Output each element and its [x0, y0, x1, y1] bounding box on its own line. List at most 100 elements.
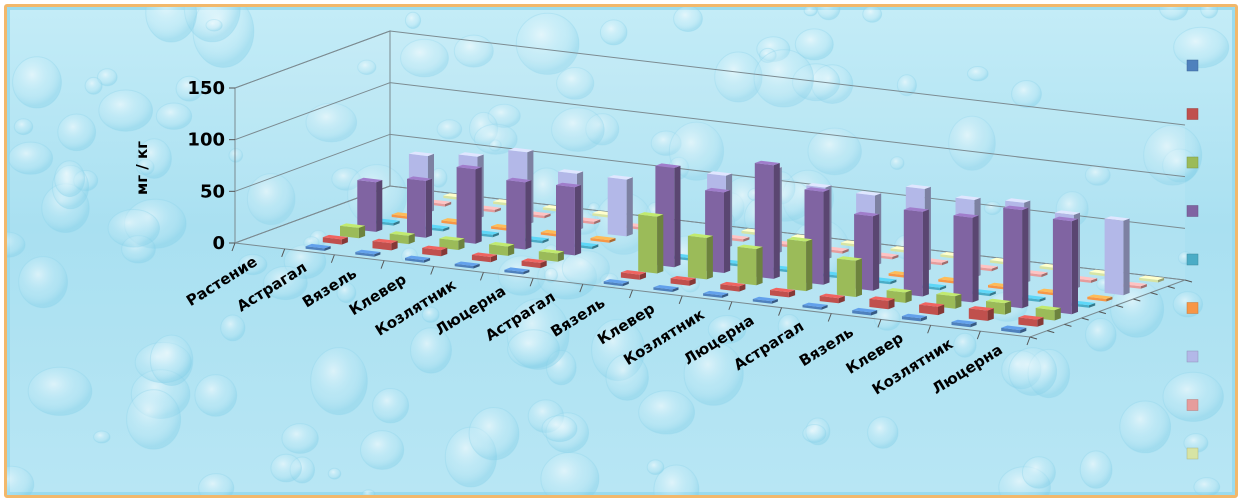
bar-top [405, 255, 431, 261]
water-drop [263, 265, 308, 301]
water-drop [281, 423, 319, 454]
bar-side [494, 207, 501, 213]
bar-top [638, 212, 664, 217]
bar-side [955, 294, 962, 309]
bar-side [425, 178, 432, 238]
bar-top [953, 213, 979, 218]
depth-tick-mark [1133, 298, 1141, 302]
water-drop [155, 102, 193, 130]
bar-top [489, 242, 515, 247]
water-drop [57, 113, 97, 152]
water-drop [862, 7, 883, 23]
water-drop [13, 118, 34, 136]
bar [372, 238, 398, 251]
bar [1139, 275, 1165, 283]
bar-top [439, 236, 465, 241]
depth-tick-mark [1184, 279, 1193, 283]
bar-side [523, 269, 530, 275]
water-drop [18, 256, 68, 309]
bar-side [540, 260, 547, 269]
water-drop [1173, 26, 1230, 69]
legend [1186, 59, 1199, 460]
bar-front [1018, 317, 1038, 327]
bar-side [1071, 218, 1078, 315]
water-drop [270, 453, 303, 483]
bar-front [489, 244, 508, 256]
water-drop [646, 459, 665, 476]
water-drop [194, 374, 238, 417]
bar-front [869, 298, 889, 310]
bar-top [407, 176, 432, 181]
bars-layer [305, 147, 1165, 334]
water-drop [93, 430, 111, 444]
bar-top [752, 296, 778, 302]
bar-side [341, 237, 348, 245]
bar-top [886, 288, 912, 293]
water-drop [816, 7, 841, 21]
bar [456, 164, 482, 244]
bar-front [752, 299, 772, 304]
x-tick-mark [976, 330, 981, 340]
bar [687, 233, 713, 280]
bar-top [1001, 325, 1027, 331]
legend-swatch [1186, 253, 1199, 266]
bar-front [1003, 207, 1023, 309]
depth-tick-mark [1098, 311, 1107, 315]
bar-top [504, 267, 530, 272]
water-drop [228, 148, 244, 163]
depth-tick-mark [1115, 304, 1124, 308]
water-drop [1193, 477, 1221, 495]
bar-side [873, 214, 880, 291]
water-drop [372, 388, 410, 424]
bar-front [322, 237, 342, 245]
bar-front [703, 293, 722, 298]
bar-top [802, 302, 828, 308]
water-drop [561, 250, 611, 287]
x-tick-mark [678, 295, 683, 305]
depth-tick-mark [1029, 336, 1038, 340]
water-drop [149, 334, 194, 386]
bar [919, 302, 945, 316]
water-drop [673, 7, 703, 32]
bar [737, 244, 763, 286]
y-tick-label: 50 [200, 181, 225, 202]
water-drop [605, 353, 649, 401]
bar [819, 293, 845, 304]
depth-tick-mark [1081, 317, 1089, 321]
bar [903, 207, 929, 297]
water-drop [97, 68, 118, 87]
bar-side [525, 180, 532, 250]
x-tick-mark [281, 248, 286, 258]
x-tick-mark [778, 307, 783, 316]
bar-side [842, 248, 849, 254]
bar [953, 213, 979, 303]
bar-side [855, 258, 862, 297]
bar-top [538, 249, 564, 254]
bar [852, 307, 878, 316]
depth-tick-mark [1150, 292, 1158, 296]
bar-side [557, 251, 564, 262]
bar-top [620, 270, 646, 275]
y-axis-label: мг / кг [133, 141, 151, 195]
bar-front [968, 308, 988, 321]
bar [787, 237, 813, 292]
bar [1087, 294, 1113, 302]
bar-front [340, 225, 359, 239]
water-drop [777, 314, 801, 340]
bar-front [372, 241, 392, 251]
bar-top [590, 235, 616, 241]
water-drop [1143, 124, 1203, 186]
bar-front [590, 238, 610, 243]
bar-top [705, 187, 731, 193]
bar-side [1140, 284, 1147, 289]
bar-side [574, 184, 582, 256]
bar-front [836, 258, 856, 297]
bar-side [706, 235, 713, 280]
bar-front [653, 287, 673, 292]
bar-top [1139, 275, 1165, 280]
bar-side [639, 272, 646, 280]
bar-top [322, 234, 348, 240]
bar-top [558, 169, 584, 174]
water-drop [436, 119, 463, 140]
